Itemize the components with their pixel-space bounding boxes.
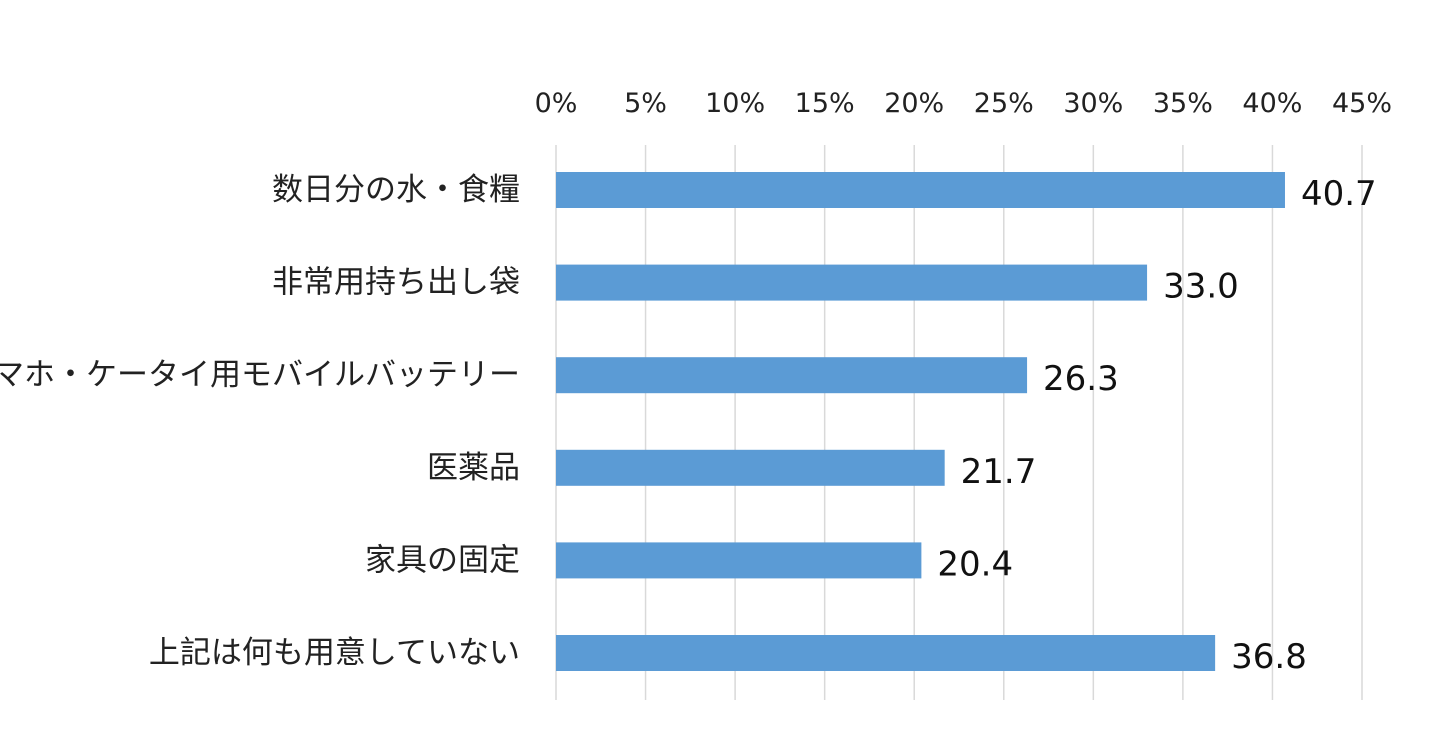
bar	[556, 635, 1216, 671]
x-tick-label: 15%	[795, 88, 855, 119]
value-label: 36.8	[1231, 637, 1307, 677]
category-label: 上記は何も用意していない	[149, 635, 520, 671]
x-axis-ticks: 0% 5% 10% 15% 20% 25% 30% 35% 40% 45%	[535, 88, 1392, 119]
x-tick-label: 5%	[624, 88, 667, 119]
x-tick-label: 20%	[884, 88, 944, 119]
x-tick-label: 25%	[974, 88, 1034, 119]
x-tick-label: 0%	[535, 88, 578, 119]
bar	[556, 542, 922, 579]
category-label: 医薬品	[427, 450, 520, 486]
bar	[556, 449, 945, 486]
value-label: 40.7	[1301, 174, 1377, 214]
bars	[556, 172, 1285, 671]
value-label: 20.4	[937, 544, 1013, 584]
category-label: スマホ・ケータイ用モバイルバッテリー	[0, 357, 520, 393]
bar	[556, 357, 1028, 394]
value-label: 33.0	[1163, 267, 1239, 307]
value-label: 21.7	[961, 452, 1037, 492]
bar	[556, 172, 1285, 208]
x-tick-label: 10%	[705, 88, 765, 119]
gridlines	[555, 145, 1363, 700]
value-labels: 40.7 33.0 26.3 21.7 20.4 36.8	[937, 174, 1376, 677]
category-labels: 数日分の水・食糧非常用持ち出し袋スマホ・ケータイ用モバイルバッテリー医薬品家具の…	[0, 172, 520, 671]
value-label: 26.3	[1043, 359, 1119, 399]
bar	[556, 264, 1148, 301]
category-label: 家具の固定	[365, 542, 520, 578]
category-label: 数日分の水・食糧	[272, 172, 520, 208]
x-tick-label: 45%	[1332, 88, 1392, 119]
x-tick-label: 30%	[1063, 88, 1123, 119]
category-label: 非常用持ち出し袋	[272, 265, 520, 301]
x-tick-label: 35%	[1153, 88, 1213, 119]
x-tick-label: 40%	[1242, 88, 1302, 119]
